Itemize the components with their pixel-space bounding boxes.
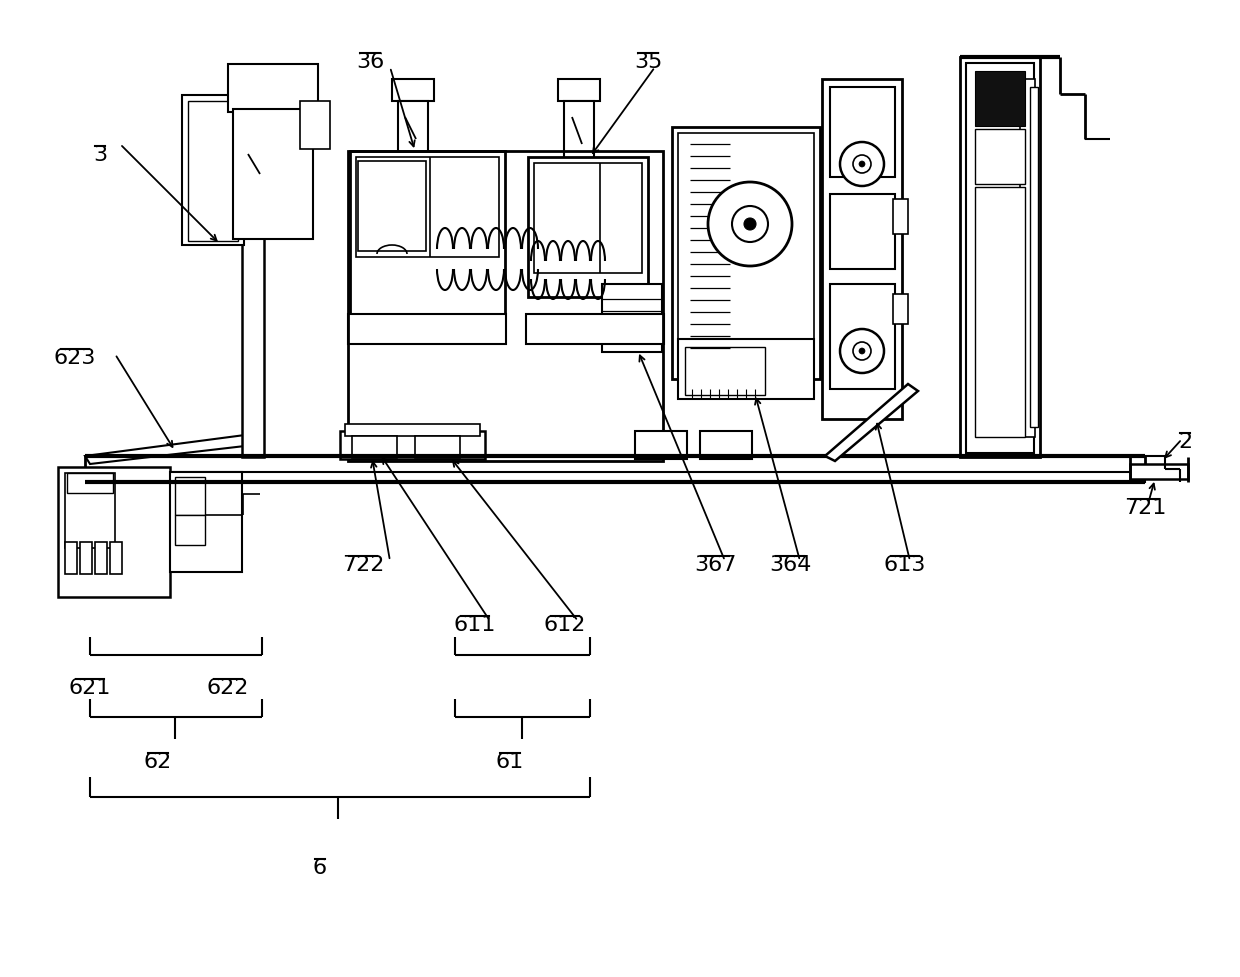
Bar	[300, 102, 330, 149]
Bar	[960, 58, 1040, 457]
Bar	[345, 425, 480, 437]
Bar	[81, 542, 92, 574]
Bar	[830, 88, 895, 178]
Bar	[64, 542, 77, 574]
Bar	[966, 64, 1034, 453]
Bar	[893, 295, 908, 324]
Bar	[86, 473, 1145, 483]
Bar	[86, 456, 1145, 473]
Bar	[348, 151, 663, 461]
Text: 35: 35	[634, 52, 662, 72]
Circle shape	[708, 183, 792, 267]
Bar	[1030, 88, 1038, 428]
Text: 622: 622	[207, 677, 249, 698]
Bar	[975, 130, 1025, 185]
Bar	[356, 158, 498, 258]
Bar	[975, 72, 1025, 127]
Bar	[352, 437, 397, 458]
Text: 611: 611	[454, 615, 496, 634]
Bar	[300, 107, 326, 119]
Bar	[684, 348, 765, 396]
Circle shape	[853, 156, 870, 174]
Bar	[678, 340, 813, 400]
Bar	[398, 102, 428, 157]
Text: 6: 6	[312, 857, 327, 877]
Bar	[526, 315, 663, 345]
Polygon shape	[86, 436, 246, 464]
Bar	[1130, 464, 1188, 480]
Bar	[350, 151, 505, 317]
Text: 62: 62	[144, 751, 172, 771]
Bar	[701, 432, 751, 459]
Bar	[67, 474, 113, 493]
Circle shape	[853, 343, 870, 361]
Bar	[64, 474, 115, 548]
Bar	[528, 158, 649, 298]
Bar	[170, 473, 242, 573]
Bar	[175, 478, 205, 516]
Bar	[893, 199, 908, 234]
Bar	[822, 80, 901, 419]
Text: 36: 36	[356, 52, 384, 72]
Bar	[678, 134, 813, 378]
Bar	[175, 516, 205, 545]
Text: 364: 364	[769, 554, 811, 574]
Text: 3: 3	[93, 145, 107, 165]
Circle shape	[839, 329, 884, 373]
Bar	[228, 64, 317, 113]
Bar	[58, 468, 170, 597]
Bar	[95, 542, 107, 574]
Circle shape	[744, 219, 756, 231]
Circle shape	[859, 162, 866, 168]
Bar	[233, 109, 312, 239]
Bar	[830, 194, 895, 270]
Bar	[672, 128, 820, 380]
Bar	[300, 126, 326, 137]
Text: 367: 367	[694, 554, 737, 574]
Bar	[1021, 80, 1035, 438]
Text: 61: 61	[496, 751, 525, 771]
Bar	[635, 432, 687, 459]
Text: 623: 623	[53, 348, 97, 367]
Text: 612: 612	[544, 615, 587, 634]
Bar	[236, 88, 270, 109]
Text: 613: 613	[884, 554, 926, 574]
Bar	[110, 542, 122, 574]
Bar	[534, 164, 642, 274]
Text: 721: 721	[1123, 497, 1166, 518]
Polygon shape	[825, 385, 918, 461]
Bar	[348, 315, 506, 345]
Circle shape	[732, 207, 768, 242]
Bar	[564, 102, 594, 162]
Bar	[182, 96, 244, 246]
Bar	[601, 284, 662, 324]
Circle shape	[839, 143, 884, 187]
Text: 621: 621	[68, 677, 112, 698]
Bar	[558, 80, 600, 102]
Bar	[830, 284, 895, 390]
Bar	[358, 162, 427, 252]
Bar	[601, 324, 662, 353]
Bar	[392, 80, 434, 102]
Text: 722: 722	[342, 554, 384, 574]
Bar	[415, 437, 460, 458]
Bar	[340, 432, 485, 459]
Text: 2: 2	[1178, 432, 1192, 451]
Bar	[188, 102, 238, 241]
Bar	[242, 88, 264, 457]
Circle shape	[859, 349, 866, 355]
Bar	[975, 188, 1025, 438]
